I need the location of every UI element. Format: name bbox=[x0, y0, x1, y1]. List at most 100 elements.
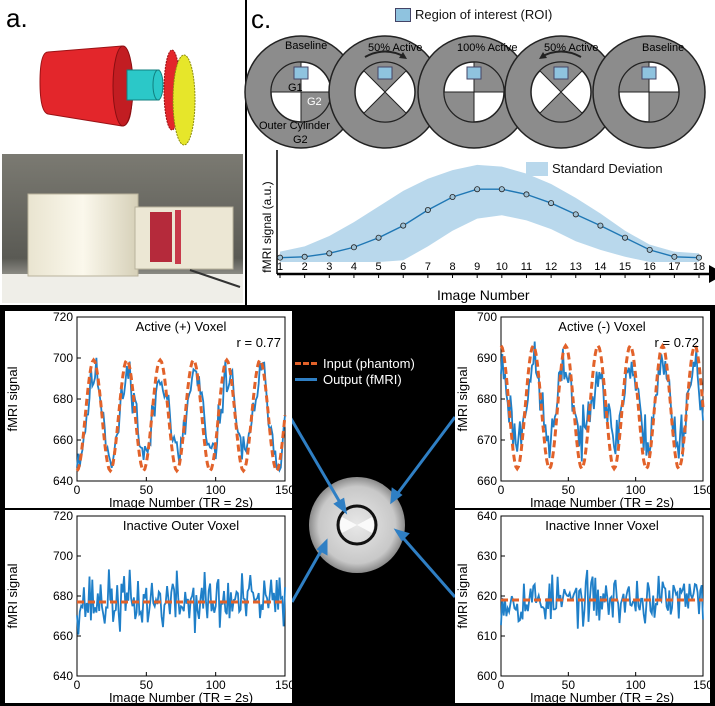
plot-active-plus: 0 50 100 150 640 660 680 700 720 Active (+) Voxel… bbox=[5, 310, 295, 510]
y-tick-label: 700 bbox=[53, 549, 73, 563]
disk-3-title: 100% Active bbox=[457, 42, 518, 54]
plot-active-plus-svg: 0 50 100 150 640 660 680 700 720 Active (+) Voxel… bbox=[5, 310, 295, 510]
x-tick-label: 50 bbox=[140, 678, 154, 692]
disk-1-g1: G1 bbox=[288, 82, 303, 94]
signal-point bbox=[646, 246, 653, 253]
inner-quadrant bbox=[648, 91, 680, 123]
signal-point bbox=[572, 211, 579, 218]
y-tick-label: 600 bbox=[477, 669, 497, 683]
roi-legend-label: Region of interest (ROI) bbox=[415, 7, 553, 22]
signal-chart-ylabel: fMRI signal (a.u.) bbox=[260, 181, 274, 273]
x-tick-label: 100 bbox=[626, 678, 646, 692]
panel-c-label: c. bbox=[251, 4, 272, 34]
signal-point bbox=[326, 250, 333, 257]
x-tick-label: 8 bbox=[449, 261, 455, 273]
disk-1-outer-g2: G2 bbox=[293, 134, 308, 146]
std-legend: Standard Deviation bbox=[526, 161, 663, 176]
roi-legend: Region of interest (ROI) bbox=[395, 7, 552, 22]
signal-point bbox=[523, 191, 530, 198]
panel-a-label: a. bbox=[6, 3, 28, 33]
correlation-annotation: r = 0.77 bbox=[237, 335, 281, 350]
x-tick-label: 50 bbox=[140, 483, 154, 497]
y-tick-label: 670 bbox=[477, 433, 497, 447]
y-tick-label: 660 bbox=[53, 629, 73, 643]
signal-point bbox=[695, 254, 702, 261]
disk-2-title: 50% Active bbox=[368, 42, 423, 54]
signal-point bbox=[671, 253, 678, 260]
d-legend-output-label: Output (fMRI) bbox=[323, 372, 402, 387]
signal-point bbox=[622, 234, 629, 241]
inner-quadrant bbox=[539, 91, 583, 123]
disk-4-title: 50% Active bbox=[544, 42, 599, 54]
inner-quadrant bbox=[443, 91, 475, 123]
x-tick-label: 50 bbox=[562, 483, 576, 497]
y-tick-label: 700 bbox=[477, 310, 497, 324]
x-tick-label: 3 bbox=[326, 261, 332, 273]
x-tick-label: 9 bbox=[474, 261, 480, 273]
y-axis-label: fMRI signal bbox=[5, 366, 20, 431]
x-tick-label: 6 bbox=[400, 261, 406, 273]
panel-b: b. bbox=[0, 152, 245, 305]
disk-5-title: Baseline bbox=[642, 42, 685, 54]
y-tick-label: 640 bbox=[477, 509, 497, 523]
x-axis-label: Image Number (TR = 2s) bbox=[530, 690, 674, 705]
y-tick-label: 680 bbox=[53, 589, 73, 603]
x-tick-label: 15 bbox=[619, 261, 631, 273]
disk-1-outer: Outer Cylinder bbox=[259, 120, 330, 132]
roi-swatch bbox=[395, 7, 411, 22]
plot-inactive-inner-svg: 0 50 100 150 600 610 620 630 640 Inactive Inner V… bbox=[455, 509, 713, 705]
x-tick-label: 100 bbox=[206, 483, 226, 497]
x-tick-label: 14 bbox=[594, 261, 606, 273]
roi-marker bbox=[377, 66, 393, 80]
disk-1-title: Baseline bbox=[285, 40, 328, 52]
inner-disk bbox=[530, 61, 592, 123]
input-phantom-line bbox=[499, 342, 705, 472]
plot-title: Active (+) Voxel bbox=[136, 319, 227, 334]
roi-marker bbox=[466, 66, 482, 80]
x-tick-label: 12 bbox=[545, 261, 557, 273]
signal-point bbox=[548, 200, 555, 207]
y-tick-label: 640 bbox=[53, 669, 73, 683]
signal-chart-xlabel: Image Number bbox=[437, 287, 530, 303]
roi-marker bbox=[641, 66, 657, 80]
x-tick-label: 100 bbox=[206, 678, 226, 692]
x-tick-label: 11 bbox=[521, 261, 532, 273]
plot-inactive-outer: 0 50 100 150 640 660 680 700 720 Inactive Outer V… bbox=[5, 509, 295, 705]
signal-point bbox=[301, 253, 308, 260]
x-tick-label: 0 bbox=[498, 678, 505, 692]
y-axis-label: fMRI signal bbox=[455, 366, 470, 431]
output-fmri-line bbox=[76, 569, 286, 635]
plot-title: Inactive Inner Voxel bbox=[545, 518, 659, 533]
plot-title: Active (-) Voxel bbox=[558, 319, 646, 334]
std-band bbox=[280, 164, 699, 262]
signal-point bbox=[597, 222, 604, 229]
phantom-photo bbox=[2, 154, 243, 303]
x-tick-label: 17 bbox=[668, 261, 680, 273]
x-tick-label: 5 bbox=[376, 261, 382, 273]
signal-point bbox=[424, 206, 431, 213]
signal-point bbox=[350, 244, 357, 251]
x-tick-label: 150 bbox=[693, 483, 713, 497]
inner-quadrant bbox=[363, 91, 407, 123]
x-tick-label: 1 bbox=[277, 261, 283, 273]
x-tick-label: 150 bbox=[275, 678, 295, 692]
y-tick-label: 660 bbox=[477, 474, 497, 488]
x-tick-label: 0 bbox=[74, 483, 81, 497]
y-axis-label: fMRI signal bbox=[455, 563, 470, 628]
x-tick-label: 18 bbox=[693, 261, 705, 273]
input-phantom-line bbox=[75, 357, 287, 474]
d-legend-input-label: Input (phantom) bbox=[323, 356, 415, 371]
signal-line bbox=[279, 188, 700, 259]
plot-title: Inactive Outer Voxel bbox=[123, 518, 239, 533]
y-tick-label: 660 bbox=[53, 433, 73, 447]
d-legend-input-swatch bbox=[295, 362, 317, 365]
x-tick-label: 4 bbox=[351, 261, 357, 273]
signal-point bbox=[474, 186, 481, 193]
phantom-cad-drawing bbox=[39, 45, 196, 146]
signal-point bbox=[276, 254, 283, 261]
panel-c: c. Region of interest (ROI) Baseline G1 … bbox=[244, 0, 715, 305]
y-tick-label: 690 bbox=[477, 351, 497, 365]
disk-1-g2: G2 bbox=[307, 96, 322, 108]
rotation-disks bbox=[244, 35, 706, 149]
x-tick-label: 2 bbox=[302, 261, 308, 273]
